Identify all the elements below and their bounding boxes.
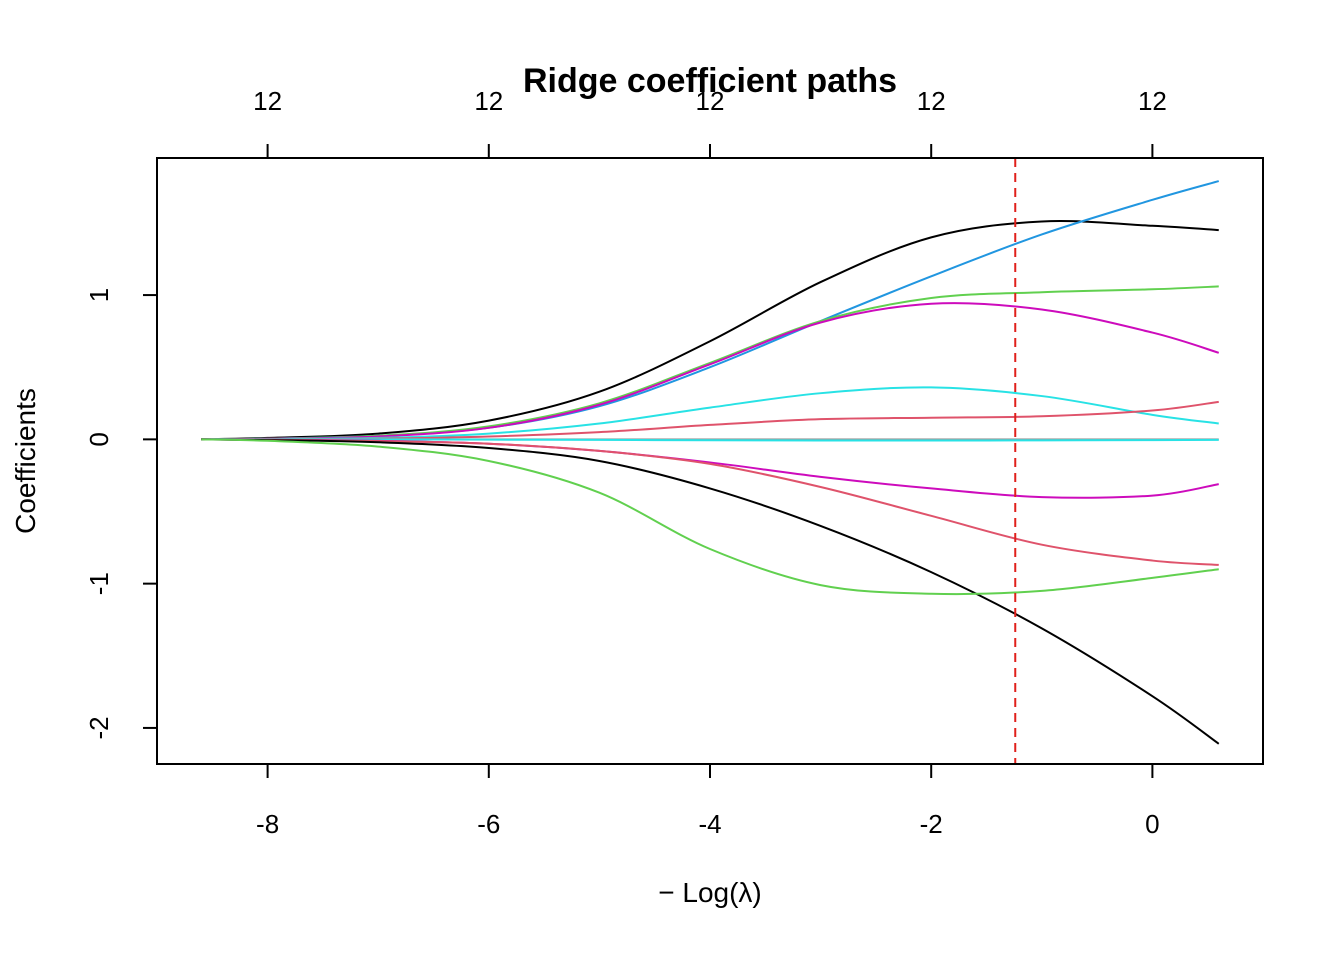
- x-axis-title: − Log(λ): [658, 877, 762, 908]
- coefficient-paths: [201, 180, 1220, 745]
- top-tick-label: 12: [696, 86, 725, 116]
- top-tick-label: 12: [474, 86, 503, 116]
- top-tick-label: 12: [1138, 86, 1167, 116]
- coefficient-path-5: [201, 386, 1219, 441]
- coefficient-path-11: [201, 438, 1220, 745]
- top-tick-label: 12: [917, 86, 946, 116]
- coefficient-path-8: [201, 438, 1219, 442]
- y-tick-label: 0: [84, 432, 114, 446]
- x-tick-label: -4: [698, 809, 721, 839]
- y-axis-title: Coefficients: [10, 388, 41, 534]
- x-tick-label: 0: [1145, 809, 1159, 839]
- x-tick-label: -2: [920, 809, 943, 839]
- x-tick-label: -6: [477, 809, 500, 839]
- coefficient-path-1: [201, 220, 1219, 441]
- x-axis: -8 -6 -4 -2 0: [256, 764, 1160, 839]
- coefficient-path-10: [201, 438, 1219, 566]
- coefficient-path-3: [201, 285, 1219, 441]
- top-axis: 12 12 12 12 12: [253, 86, 1167, 158]
- coefficient-path-4: [201, 302, 1220, 441]
- plot-frame: [156, 157, 1264, 765]
- y-tick-label: 1: [84, 288, 114, 302]
- x-tick-label: -8: [256, 809, 279, 839]
- top-tick-label: 12: [253, 86, 282, 116]
- y-axis: -2 -1 0 1: [84, 288, 157, 739]
- chart-title: Ridge coefficient paths: [523, 62, 897, 100]
- coefficient-path-12: [201, 438, 1219, 596]
- y-tick-label: -1: [84, 572, 114, 595]
- y-tick-label: -2: [84, 716, 114, 739]
